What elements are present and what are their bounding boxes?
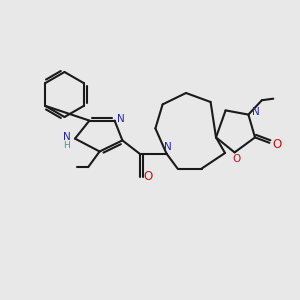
Text: N: N: [63, 132, 70, 142]
Text: O: O: [273, 137, 282, 151]
Text: N: N: [117, 114, 125, 124]
Text: O: O: [143, 170, 152, 184]
Text: O: O: [232, 154, 241, 164]
Text: N: N: [252, 107, 260, 117]
Text: N: N: [164, 142, 171, 152]
Text: H: H: [63, 141, 70, 150]
